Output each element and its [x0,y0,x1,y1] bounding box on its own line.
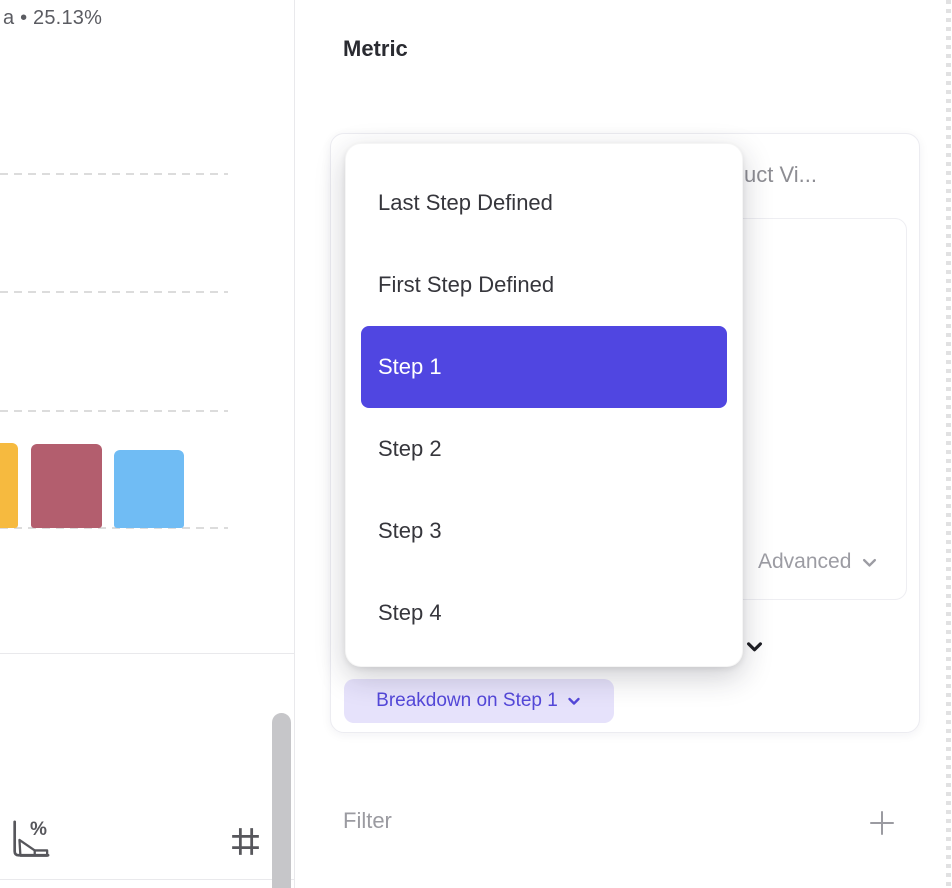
plus-icon [868,811,896,841]
dropdown-option[interactable]: Step 3 [378,518,442,543]
panel-bottom-border [0,879,294,880]
funnel-bar [31,444,102,528]
chevron-down-icon [566,693,582,709]
metric-section-title: Metric [343,36,408,61]
number-grid-icon[interactable] [227,823,264,865]
panel-divider [294,0,295,888]
series-label: a • 25.13% [3,7,103,29]
breakdown-on-step-button[interactable]: Breakdown on Step 1 [344,679,614,723]
add-filter-button[interactable] [868,809,896,842]
vertical-scrollbar-thumb[interactable] [272,713,291,888]
gridline [0,291,228,293]
metric-dropdown: Last Step Defined First Step Defined Step … [345,143,743,667]
gridline [0,173,228,175]
window-edge-strip [946,0,951,888]
section-divider [0,653,294,654]
dropdown-option[interactable]: First Step Defined [378,272,555,297]
gridline [0,410,228,412]
dropdown-option[interactable]: Step 4 [378,600,442,625]
chevron-down-icon[interactable] [744,636,765,657]
filter-section-title: Filter [343,808,392,833]
conversion-rate-chart-icon[interactable]: % [8,814,50,869]
advanced-label: Advanced [758,550,852,573]
advanced-toggle[interactable]: Advanced [758,550,879,574]
breakdown-button-label: Breakdown on Step 1 [376,690,558,711]
dropdown-option[interactable]: Last Step Defined [378,190,553,215]
gridline [0,527,228,529]
funnel-bar [114,450,184,528]
chevron-down-icon [860,553,879,572]
event-selector-label[interactable]: uct Vi... [744,162,817,187]
dropdown-option[interactable]: Step 2 [378,436,442,461]
svg-text:%: % [30,819,47,840]
dropdown-option[interactable]: Step 1 [361,326,727,408]
funnel-bar [0,443,18,528]
